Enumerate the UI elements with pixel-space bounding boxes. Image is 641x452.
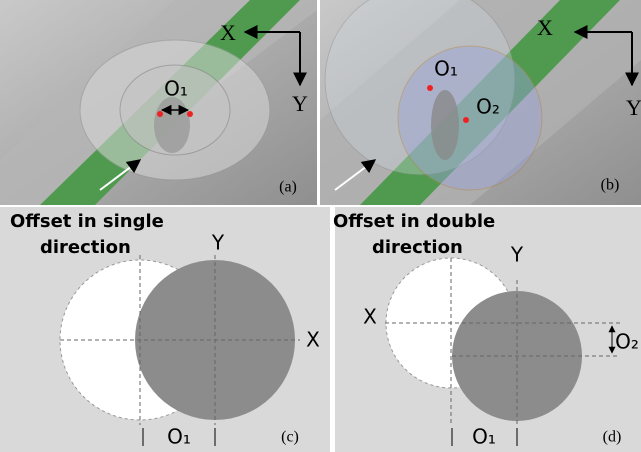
panel-c: Offset in single direction Y X O₁ (c) [0, 207, 330, 452]
y-axis-label: Y [292, 91, 308, 116]
offset-label: O₁ [434, 57, 458, 81]
offset-label: O₁ [164, 77, 188, 101]
y-axis-label: Y [626, 95, 641, 120]
y-axis-label: Y [211, 231, 225, 255]
panel-a: X Y O₁ (a) [0, 0, 317, 205]
panel-title: direction [40, 237, 131, 258]
offset-label: O₂ [476, 95, 500, 119]
x-axis-label: X [537, 15, 553, 40]
panel-title: Offset in double [333, 211, 495, 232]
panel-b: X Y O₁ O₂ (b) [320, 0, 641, 205]
panel-title: Offset in single [10, 211, 164, 232]
figure: X Y O₁ (a) X Y O₁ O₂ (b) Offset in singl… [0, 0, 641, 452]
offset-label: O₁ [167, 425, 191, 449]
panel-title: direction [372, 237, 463, 258]
panel-tag: (b) [601, 177, 620, 194]
panel-tag: (a) [279, 179, 297, 196]
offset-label: O₂ [615, 330, 639, 354]
x-axis-label: X [363, 305, 377, 329]
panel-tag: (c) [281, 429, 299, 446]
panel-d: Offset in double direction Y X O₂ O₁ (d) [333, 207, 641, 452]
y-axis-label: Y [510, 243, 524, 267]
panel-tag: (d) [603, 429, 622, 446]
x-axis-label: X [306, 328, 320, 352]
offset-label: O₁ [472, 425, 496, 449]
x-axis-label: X [220, 20, 236, 45]
